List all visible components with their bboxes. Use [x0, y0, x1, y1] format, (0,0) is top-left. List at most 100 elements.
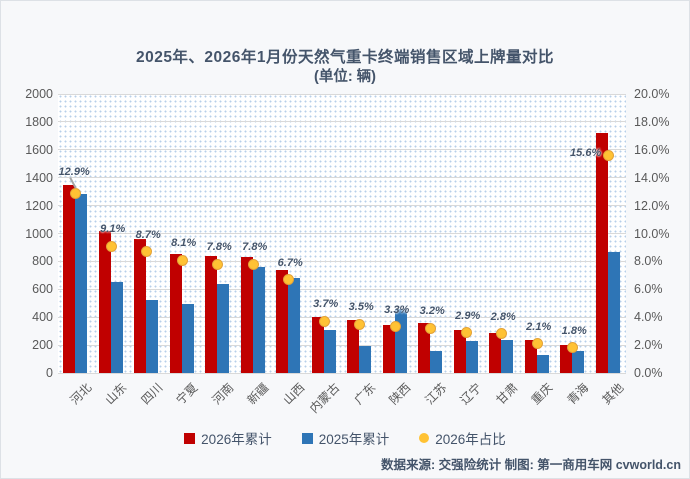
- category-label-新疆: 新疆: [244, 380, 272, 408]
- legend-square-swatch: [184, 432, 196, 444]
- share-dot-山东: [105, 240, 117, 252]
- bar-2026-广东: [347, 320, 360, 373]
- bar-2026-甘肃: [489, 332, 502, 373]
- legend-item-2026年占比: 2026年占比: [419, 428, 506, 448]
- category-label-其他: 其他: [599, 380, 627, 408]
- gridline: [58, 177, 626, 179]
- bar-2026-山东: [98, 230, 111, 373]
- category-label-河北: 河北: [67, 380, 95, 408]
- share-dot-重庆: [531, 338, 543, 350]
- share-dot-四川: [141, 246, 153, 258]
- share-label-山东: 9.1%: [100, 223, 126, 236]
- share-dot-江苏: [425, 322, 437, 334]
- share-dot-新疆: [247, 258, 259, 270]
- gridline: [58, 288, 626, 290]
- legend-label: 2026年占比: [435, 432, 506, 447]
- data-source-note: 数据来源: 交强险统计 制图: 第一商用车网 cvworld.cn: [380, 458, 681, 472]
- bar-2025-重庆: [536, 354, 549, 373]
- right-axis-tick: 0.0%: [634, 366, 663, 380]
- category-label-内蒙古: 内蒙古: [307, 380, 343, 416]
- bar-2026-陕西: [382, 324, 395, 373]
- right-axis-tick: 18.0%: [634, 114, 670, 129]
- share-label-青海: 1.8%: [561, 324, 587, 337]
- category-label-广东: 广东: [351, 380, 379, 408]
- bar-2025-山西: [288, 278, 301, 373]
- right-axis-tick: 4.0%: [634, 310, 663, 325]
- share-label-甘肃: 2.8%: [490, 310, 516, 323]
- gridline: [58, 316, 626, 318]
- category-label-重庆: 重庆: [528, 380, 556, 408]
- bar-2026-内蒙古: [311, 317, 324, 373]
- bar-2026-河南: [205, 255, 218, 373]
- share-label-宁夏: 8.1%: [171, 237, 197, 249]
- bar-2025-内蒙古: [323, 329, 336, 373]
- plot-area: 12.9% 9.1% 8.7% 8.1% 7.8% 7.8% 6.7% 3.7% 3.5% 3.3…: [58, 93, 626, 374]
- gridline: [58, 93, 626, 95]
- share-label-广东: 3.5%: [348, 301, 374, 314]
- share-dot-广东: [354, 318, 366, 330]
- bar-2025-江苏: [430, 350, 443, 373]
- bar-2026-四川: [134, 239, 147, 373]
- gridline: [58, 205, 626, 207]
- bar-2025-宁夏: [181, 303, 194, 373]
- bar-2025-青海: [572, 350, 585, 373]
- legend-item-2026年累计: 2026年累计: [184, 428, 272, 448]
- share-label-江苏: 3.2%: [419, 305, 445, 318]
- gridline: [58, 149, 626, 151]
- share-dot-辽宁: [460, 327, 472, 339]
- gridline: [58, 233, 626, 234]
- bar-2025-其他: [607, 251, 620, 373]
- bar-2025-山东: [110, 282, 123, 373]
- share-label-河南: 7.8%: [206, 241, 232, 254]
- right-axis-tick: 14.0%: [634, 170, 670, 185]
- share-dot-山西: [283, 274, 295, 286]
- bar-2025-河北: [75, 194, 88, 373]
- right-axis-tick: 2.0%: [634, 338, 663, 353]
- bar-2025-新疆: [252, 266, 265, 373]
- legend: 2026年累计 2025年累计 2026年占比: [1, 428, 689, 448]
- bar-2026-宁夏: [169, 253, 182, 373]
- left-axis-tick: 800: [32, 254, 53, 269]
- left-axis-tick: 600: [32, 282, 53, 297]
- bar-2025-辽宁: [465, 340, 478, 373]
- gridline: [58, 344, 626, 346]
- share-dot-河南: [212, 258, 224, 270]
- bar-2025-四川: [146, 300, 159, 373]
- right-axis-tick: 10.0%: [634, 226, 670, 241]
- share-label-辽宁: 2.9%: [455, 309, 481, 322]
- bar-2025-河南: [217, 283, 230, 373]
- category-label-山东: 山东: [102, 380, 130, 408]
- category-label-辽宁: 辽宁: [457, 380, 485, 408]
- category-label-青海: 青海: [564, 380, 592, 408]
- right-axis-tick: 8.0%: [634, 254, 663, 269]
- bar-2025-陕西: [394, 308, 407, 373]
- category-label-四川: 四川: [138, 380, 166, 408]
- legend-circle-swatch: [419, 433, 430, 443]
- right-axis-tick: 16.0%: [634, 142, 670, 157]
- bar-2026-辽宁: [453, 329, 466, 373]
- chart-title: 2025年、2026年1月份天然气重卡终端销售区域上牌量对比: [135, 49, 555, 66]
- bar-2026-山西: [276, 269, 289, 373]
- share-label-河北: 12.9%: [58, 166, 90, 179]
- share-dot-河北: [70, 187, 82, 199]
- share-label-内蒙古: 3.7%: [313, 298, 339, 311]
- share-dot-其他: [602, 149, 614, 161]
- gridline: [58, 372, 626, 374]
- left-axis-tick: 400: [32, 310, 53, 325]
- share-dot-甘肃: [496, 328, 508, 340]
- legend-label: 2025年累计: [318, 432, 390, 447]
- bar-2026-江苏: [418, 323, 431, 373]
- share-label-四川: 8.7%: [135, 228, 161, 241]
- left-axis-tick: 1600: [25, 142, 53, 157]
- right-axis-tick: 12.0%: [634, 198, 670, 213]
- category-label-江苏: 江苏: [422, 380, 450, 408]
- gridline: [58, 260, 626, 262]
- left-axis-tick: 1800: [25, 114, 53, 129]
- share-label-新疆: 7.8%: [242, 241, 268, 254]
- legend-square-swatch: [301, 432, 313, 444]
- legend-label: 2026年累计: [201, 432, 272, 447]
- share-dot-陕西: [389, 321, 401, 333]
- share-dot-宁夏: [176, 254, 188, 266]
- category-label-山西: 山西: [280, 380, 308, 408]
